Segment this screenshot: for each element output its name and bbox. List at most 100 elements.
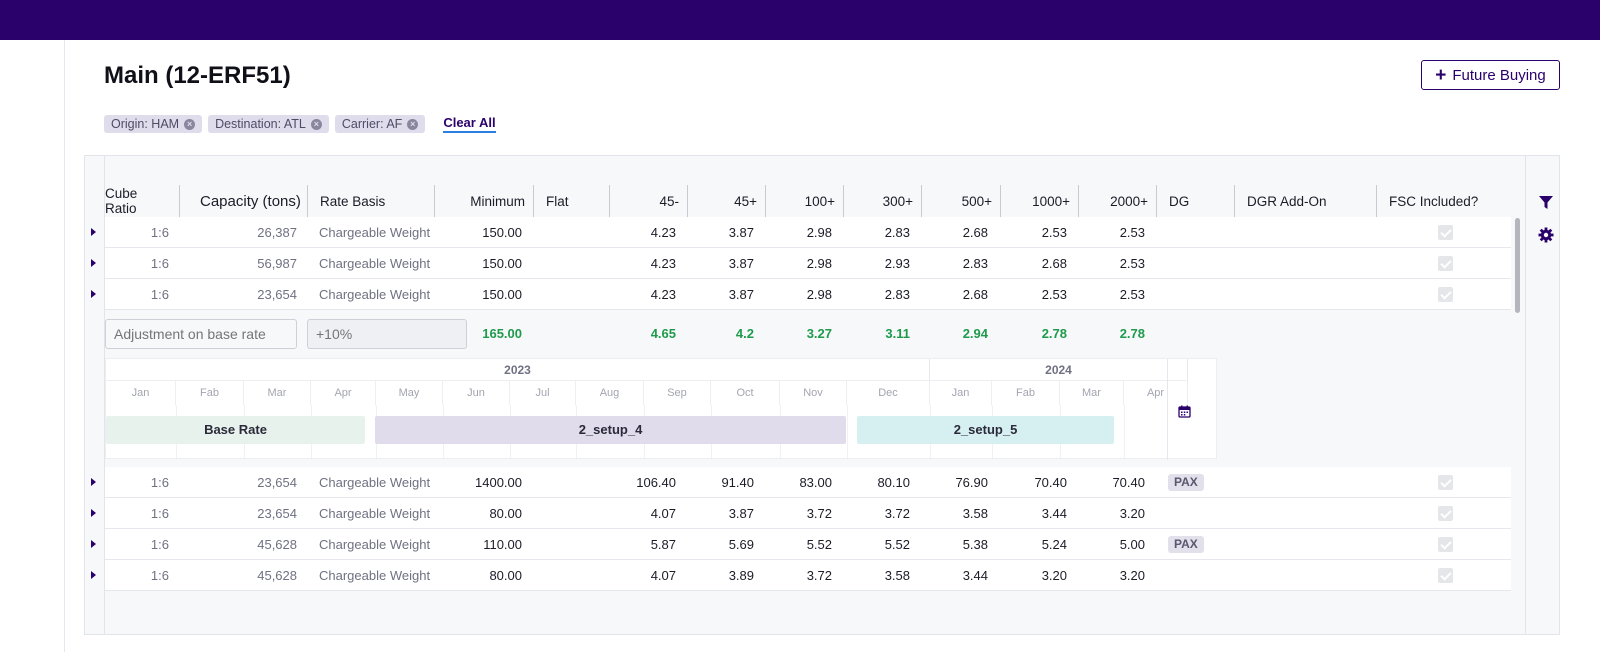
caret-right-icon[interactable]: [91, 478, 96, 486]
calendar-icon[interactable]: [1178, 405, 1191, 418]
fsc-checkbox[interactable]: [1438, 256, 1453, 271]
cell-100-plus[interactable]: 2.98: [806, 225, 832, 240]
close-icon[interactable]: ×: [310, 118, 322, 130]
cell-45-minus[interactable]: 106.40: [636, 475, 676, 490]
close-icon[interactable]: ×: [407, 118, 419, 130]
filter-chip-origin[interactable]: Origin: HAM ×: [104, 115, 203, 133]
cell-45-plus[interactable]: 91.40: [721, 475, 754, 490]
cell-45-plus[interactable]: 3.89: [728, 568, 754, 583]
cell-1000-plus[interactable]: 5.24: [1041, 537, 1067, 552]
column-header-dg[interactable]: DG: [1157, 185, 1235, 217]
caret-right-icon[interactable]: [91, 228, 96, 236]
cell-1000-plus[interactable]: 2.53: [1041, 225, 1067, 240]
cell-2000-plus[interactable]: 70.40: [1112, 475, 1145, 490]
percent-input[interactable]: [307, 319, 467, 349]
column-header-100-plus[interactable]: 100+: [766, 185, 844, 217]
cell-minimum[interactable]: 1400.00: [475, 475, 522, 490]
column-header-300-plus[interactable]: 300+: [844, 185, 922, 217]
cell-45-minus[interactable]: 4.23: [650, 225, 676, 240]
fsc-checkbox[interactable]: [1438, 568, 1453, 583]
column-header-cube-ratio[interactable]: Cube Ratio: [105, 185, 180, 217]
filter-icon[interactable]: [1539, 196, 1553, 210]
cell-45-plus[interactable]: 3.87: [728, 256, 754, 271]
cell-45-minus[interactable]: 4.23: [650, 287, 676, 302]
future-buying-button[interactable]: + Future Buying: [1421, 60, 1560, 90]
table-row[interactable]: 1:6 26,387 Chargeable Weight 150.00 4.23…: [91, 217, 1511, 248]
cell-45-plus[interactable]: 3.87: [728, 225, 754, 240]
table-row[interactable]: 1:6 23,654 Chargeable Weight 1400.00 106…: [91, 467, 1511, 498]
cell-300-plus[interactable]: 80.10: [877, 475, 910, 490]
filter-chip-carrier[interactable]: Carrier: AF ×: [334, 115, 426, 133]
timeline-bar-setup-5[interactable]: 2_setup_5: [857, 416, 1114, 444]
cell-100-plus[interactable]: 2.98: [806, 287, 832, 302]
cell-100-plus[interactable]: 5.52: [806, 537, 832, 552]
cell-500-plus[interactable]: 3.58: [962, 506, 988, 521]
timeline-bar-base-rate[interactable]: Base Rate: [106, 416, 365, 444]
caret-right-icon[interactable]: [91, 509, 96, 517]
timeline-bar-setup-4[interactable]: 2_setup_4: [375, 416, 846, 444]
cell-100-plus[interactable]: 83.00: [799, 475, 832, 490]
column-header-45-plus[interactable]: 45+: [688, 185, 766, 217]
cell-minimum[interactable]: 110.00: [483, 537, 522, 552]
cell-minimum[interactable]: 150.00: [482, 225, 522, 240]
cell-500-plus[interactable]: 2.68: [962, 287, 988, 302]
column-header-dgr-add-on[interactable]: DGR Add-On: [1235, 185, 1377, 217]
adjustment-input[interactable]: [105, 319, 297, 349]
filter-chip-destination[interactable]: Destination: ATL ×: [208, 115, 329, 133]
cell-45-plus[interactable]: 3.87: [728, 506, 754, 521]
cell-500-plus[interactable]: 5.38: [962, 537, 988, 552]
cell-100-plus[interactable]: 3.72: [806, 568, 832, 583]
cell-45-plus[interactable]: 5.69: [728, 537, 754, 552]
caret-right-icon[interactable]: [91, 259, 96, 267]
cell-2000-plus[interactable]: 2.53: [1119, 225, 1145, 240]
fsc-checkbox[interactable]: [1438, 225, 1453, 240]
cell-2000-plus[interactable]: 3.20: [1119, 568, 1145, 583]
gear-icon[interactable]: [1538, 227, 1554, 243]
column-header-capacity[interactable]: Capacity (tons): [180, 185, 308, 217]
column-header-rate-basis[interactable]: Rate Basis: [308, 185, 435, 217]
scrollbar-thumb[interactable]: [1515, 218, 1520, 313]
cell-1000-plus[interactable]: 2.68: [1041, 256, 1067, 271]
fsc-checkbox[interactable]: [1438, 475, 1453, 490]
cell-100-plus[interactable]: 3.72: [806, 506, 832, 521]
caret-right-icon[interactable]: [91, 290, 96, 298]
column-header-fsc-included[interactable]: FSC Included?: [1389, 193, 1479, 209]
fsc-checkbox[interactable]: [1438, 287, 1453, 302]
fsc-checkbox[interactable]: [1438, 506, 1453, 521]
cell-1000-plus[interactable]: 3.44: [1041, 506, 1067, 521]
cell-300-plus[interactable]: 2.83: [884, 287, 910, 302]
cell-1000-plus[interactable]: 2.53: [1041, 287, 1067, 302]
cell-minimum[interactable]: 150.00: [482, 256, 522, 271]
cell-2000-plus[interactable]: 2.53: [1119, 256, 1145, 271]
cell-2000-plus[interactable]: 3.20: [1119, 506, 1145, 521]
cell-100-plus[interactable]: 2.98: [806, 256, 832, 271]
cell-2000-plus[interactable]: 5.00: [1119, 537, 1145, 552]
cell-300-plus[interactable]: 5.52: [884, 537, 910, 552]
cell-300-plus[interactable]: 3.58: [884, 568, 910, 583]
cell-minimum[interactable]: 80.00: [489, 506, 522, 521]
cell-500-plus[interactable]: 2.83: [962, 256, 988, 271]
column-header-1000-plus[interactable]: 1000+: [1001, 185, 1079, 217]
cell-45-plus[interactable]: 3.87: [728, 287, 754, 302]
table-row[interactable]: 1:6 23,654 Chargeable Weight 150.00 4.23…: [91, 279, 1511, 310]
cell-1000-plus[interactable]: 3.20: [1041, 568, 1067, 583]
column-header-2000-plus[interactable]: 2000+: [1079, 185, 1157, 217]
close-icon[interactable]: ×: [184, 118, 196, 130]
caret-right-icon[interactable]: [91, 571, 96, 579]
table-row[interactable]: 1:6 45,628 Chargeable Weight 80.00 4.07 …: [91, 560, 1511, 591]
cell-45-minus[interactable]: 4.23: [650, 256, 676, 271]
cell-minimum[interactable]: 150.00: [482, 287, 522, 302]
caret-right-icon[interactable]: [91, 540, 96, 548]
cell-500-plus[interactable]: 2.68: [962, 225, 988, 240]
cell-2000-plus[interactable]: 2.53: [1119, 287, 1145, 302]
column-header-500-plus[interactable]: 500+: [922, 185, 1001, 217]
column-header-45-minus[interactable]: 45-: [610, 185, 688, 217]
cell-500-plus[interactable]: 76.90: [955, 475, 988, 490]
fsc-checkbox[interactable]: [1438, 537, 1453, 552]
table-row[interactable]: 1:6 45,628 Chargeable Weight 110.00 5.87…: [91, 529, 1511, 560]
cell-45-minus[interactable]: 4.07: [650, 506, 676, 521]
cell-1000-plus[interactable]: 70.40: [1034, 475, 1067, 490]
cell-300-plus[interactable]: 3.72: [884, 506, 910, 521]
clear-all-link[interactable]: Clear All: [443, 115, 496, 133]
cell-300-plus[interactable]: 2.83: [884, 225, 910, 240]
